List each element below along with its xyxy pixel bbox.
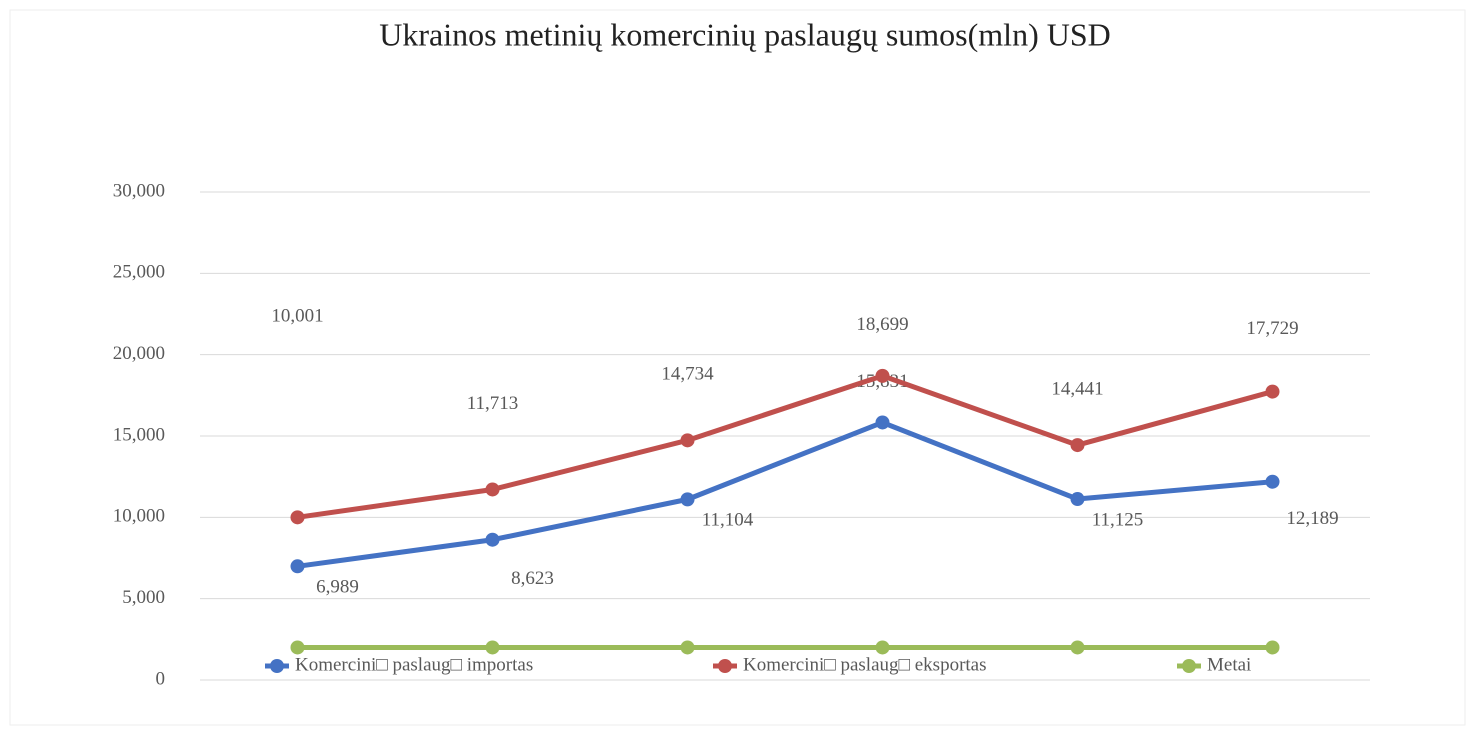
marker [680,640,695,655]
legend-marker [270,659,284,673]
marker [1070,438,1085,453]
data-label: 12,189 [1286,508,1338,529]
marker [1070,640,1085,655]
data-label: 18,699 [856,314,908,335]
chart-title: Ukrainos metinių komercinių paslaugų sum… [379,16,1110,52]
marker [875,415,890,430]
line [297,419,1273,569]
legend-label: Metai [1207,654,1251,675]
marker [290,559,305,574]
marker [875,640,890,655]
data-label: 8,623 [511,568,554,589]
data-label: 11,104 [702,510,754,531]
marker [485,640,500,655]
marker [1265,384,1280,399]
y-tick-label: 30,000 [113,180,165,201]
data-label: 17,729 [1246,318,1298,339]
data-label: 10,001 [271,306,323,327]
chart-border [9,9,1466,726]
marker [290,640,305,655]
data-label: 14,734 [661,364,714,385]
y-tick-label: 20,000 [113,343,165,364]
marker [485,482,500,497]
legend-label: Komercini□ paslaug□ importas [295,654,533,675]
data-label: 14,441 [1051,378,1103,399]
y-tick-label: 5,000 [122,587,165,608]
line [297,373,1274,520]
marker [1070,492,1085,507]
marker [1265,640,1280,655]
marker [1265,474,1280,489]
data-label: 11,125 [1092,509,1144,530]
marker [680,433,695,448]
legend-label: Komercini□ paslaug□ eksportas [743,654,987,675]
marker [290,510,305,525]
y-tick-label: 10,000 [113,506,165,527]
legend-marker [1182,659,1196,673]
y-tick-label: 25,000 [113,262,165,283]
data-label: 6,989 [316,577,359,598]
y-tick-label: 0 [156,668,166,689]
legend-marker [718,659,732,673]
data-label: 11,713 [467,393,519,414]
marker [680,492,695,507]
marker [875,368,890,383]
marker [485,532,500,547]
y-tick-label: 15,000 [113,424,165,445]
